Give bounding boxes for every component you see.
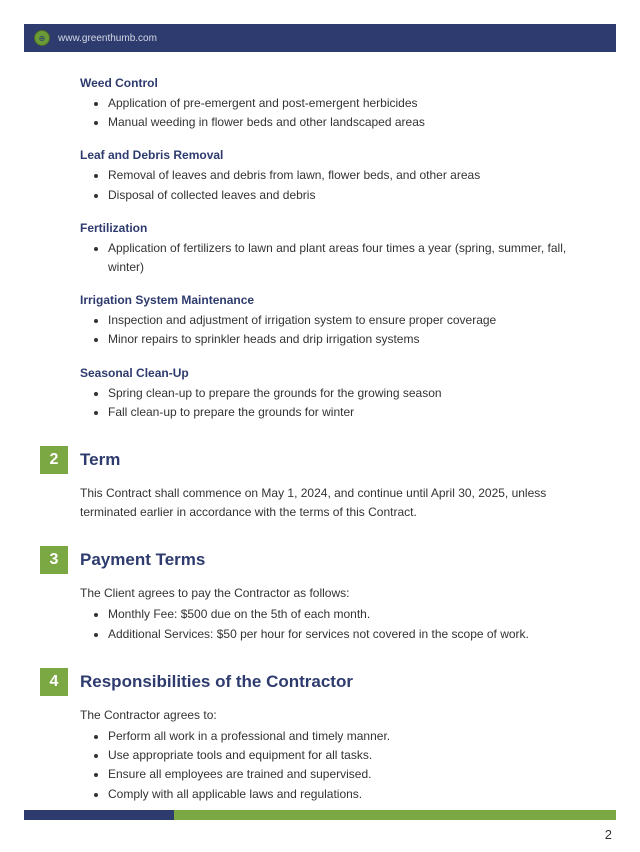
list-item: Ensure all employees are trained and sup… — [108, 765, 580, 784]
list-item: Additional Services: $50 per hour for se… — [108, 625, 580, 644]
section-header: 2 Term — [40, 446, 580, 474]
section-title: Payment Terms — [80, 550, 205, 570]
sub-section: Weed Control Application of pre-emergent … — [80, 76, 580, 132]
sub-heading: Irrigation System Maintenance — [80, 293, 580, 307]
section-body: This Contract shall commence on May 1, 2… — [80, 484, 580, 522]
section-header: 4 Responsibilities of the Contractor — [40, 668, 580, 696]
sub-heading: Seasonal Clean-Up — [80, 366, 580, 380]
section-number: 2 — [40, 446, 68, 474]
main-section: 3Payment TermsThe Client agrees to pay t… — [80, 546, 580, 644]
main-section: 2TermThis Contract shall commence on May… — [80, 446, 580, 522]
list-item: Spring clean-up to prepare the grounds f… — [108, 384, 580, 403]
main-section: 4Responsibilities of the ContractorThe C… — [80, 668, 580, 804]
sub-heading: Fertilization — [80, 221, 580, 235]
sub-section: Leaf and Debris Removal Removal of leaves… — [80, 148, 580, 204]
list-item: Manual weeding in flower beds and other … — [108, 113, 580, 132]
sub-list: Spring clean-up to prepare the grounds f… — [80, 384, 580, 422]
section-number: 4 — [40, 668, 68, 696]
list-item: Minor repairs to sprinkler heads and dri… — [108, 330, 580, 349]
sub-heading: Weed Control — [80, 76, 580, 90]
sub-section: Fertilization Application of fertilizers … — [80, 221, 580, 277]
section-body: The Client agrees to pay the Contractor … — [80, 584, 580, 644]
list-item: Comply with all applicable laws and regu… — [108, 785, 580, 804]
section-list: Monthly Fee: $500 due on the 5th of each… — [80, 605, 580, 643]
footer-blue-segment — [24, 810, 174, 820]
section-list: Perform all work in a professional and t… — [80, 727, 580, 804]
page-number: 2 — [605, 827, 612, 842]
section-intro: The Contractor agrees to: — [80, 706, 580, 725]
sub-list: Removal of leaves and debris from lawn, … — [80, 166, 580, 204]
section-title: Term — [80, 450, 120, 470]
content: Weed Control Application of pre-emergent … — [0, 52, 640, 804]
header-bar: ⊕ www.greenthumb.com — [24, 24, 616, 52]
list-item: Application of fertilizers to lawn and p… — [108, 239, 580, 277]
section-intro: This Contract shall commence on May 1, 2… — [80, 484, 580, 522]
list-item: Disposal of collected leaves and debris — [108, 186, 580, 205]
sub-list: Application of pre-emergent and post-eme… — [80, 94, 580, 132]
sub-section: Seasonal Clean-Up Spring clean-up to prep… — [80, 366, 580, 422]
list-item: Fall clean-up to prepare the grounds for… — [108, 403, 580, 422]
section-body: The Contractor agrees to: Perform all wor… — [80, 706, 580, 804]
list-item: Use appropriate tools and equipment for … — [108, 746, 580, 765]
list-item: Application of pre-emergent and post-eme… — [108, 94, 580, 113]
sub-list: Inspection and adjustment of irrigation … — [80, 311, 580, 349]
list-item: Perform all work in a professional and t… — [108, 727, 580, 746]
footer-bar — [24, 810, 616, 820]
sub-list: Application of fertilizers to lawn and p… — [80, 239, 580, 277]
sub-heading: Leaf and Debris Removal — [80, 148, 580, 162]
sub-section: Irrigation System Maintenance Inspection … — [80, 293, 580, 349]
list-item: Monthly Fee: $500 due on the 5th of each… — [108, 605, 580, 624]
footer-green-segment — [174, 810, 616, 820]
section-title: Responsibilities of the Contractor — [80, 672, 353, 692]
section-number: 3 — [40, 546, 68, 574]
list-item: Removal of leaves and debris from lawn, … — [108, 166, 580, 185]
section-intro: The Client agrees to pay the Contractor … — [80, 584, 580, 603]
header-url: www.greenthumb.com — [58, 33, 157, 44]
section-header: 3 Payment Terms — [40, 546, 580, 574]
list-item: Inspection and adjustment of irrigation … — [108, 311, 580, 330]
logo-icon: ⊕ — [34, 30, 50, 46]
